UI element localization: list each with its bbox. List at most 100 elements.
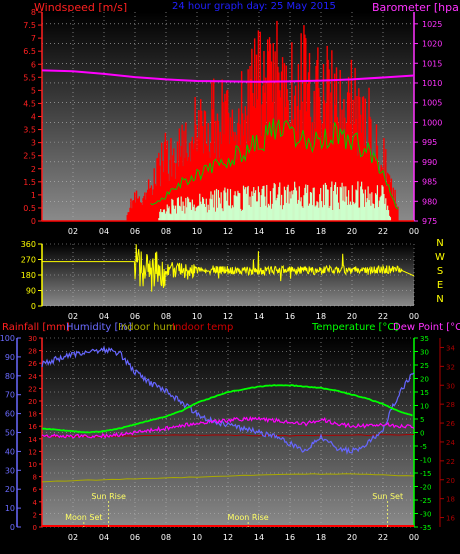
indoor-temp-tick-label: 20 <box>446 477 455 485</box>
temperature-axis-label: Temperature [°C] <box>311 322 398 333</box>
rainfall-tick-label: 10 <box>28 461 37 469</box>
winddir-x-tick-label: 14 <box>254 312 264 321</box>
windspeed-tick-label: 4 <box>31 113 36 122</box>
sun-rise-label: Sun Rise <box>91 492 126 501</box>
moon-rise-label: Moon Rise <box>228 513 269 522</box>
rainfall-tick-label: 8 <box>33 474 37 482</box>
wind-x-tick-label: 06 <box>130 227 140 236</box>
windspeed-tick-label: 4.5 <box>23 99 36 108</box>
humidity-tick-label: 90 <box>5 353 15 362</box>
indoor-temp-tick-label: 24 <box>446 439 455 447</box>
temperature-tick-label: 25 <box>420 362 429 370</box>
humidity-tick-label: 50 <box>5 429 15 438</box>
temp-x-tick-label: 10 <box>192 533 202 542</box>
winddir-tick-label: 360 <box>21 240 36 249</box>
wind-x-tick-label: 12 <box>223 227 233 236</box>
humidity-tick-label: 100 <box>0 334 15 343</box>
dew-point-axis-label: Dew Point [°C] <box>393 322 460 333</box>
windspeed-tick-label: 0.5 <box>23 204 36 213</box>
dew-point-line <box>41 415 415 439</box>
rainfall-tick-label: 14 <box>28 436 37 444</box>
compass-label-s: S <box>437 266 443 277</box>
temp-x-tick-label: 02 <box>68 533 78 542</box>
temp-x-tick-label: 08 <box>161 533 171 542</box>
winddir-x-tick-label: 10 <box>192 312 202 321</box>
windspeed-tick-label: 8 <box>31 8 36 17</box>
temperature-tick-label: -15 <box>420 470 431 478</box>
windspeed-tick-label: 1 <box>31 191 36 200</box>
humidity-tick-label: 70 <box>5 391 15 400</box>
rainfall-tick-label: 18 <box>28 411 37 419</box>
winddir-tick-label: 180 <box>21 271 36 280</box>
indoor-temp-tick-label: 22 <box>446 458 455 466</box>
temperature-tick-label: -5 <box>420 443 427 451</box>
winddir-x-tick-label: 04 <box>99 312 109 321</box>
rainfall-tick-label: 28 <box>28 348 37 356</box>
indoor-temp-tick-label: 26 <box>446 420 455 428</box>
barometer-tick-label: 1005 <box>422 99 442 108</box>
temp-x-tick-label: 16 <box>285 533 295 542</box>
temp-x-tick-label: 22 <box>378 533 388 542</box>
rainfall-tick-label: 6 <box>33 486 38 494</box>
winddir-x-tick-label: 20 <box>347 312 357 321</box>
humidity-line <box>41 345 415 456</box>
sun-set-label: Sun Set <box>372 492 403 501</box>
temperature-line <box>42 384 413 434</box>
temperature-tick-label: 0 <box>420 430 424 438</box>
wind-direction-line <box>42 244 415 292</box>
wind-x-tick-label: 22 <box>378 227 388 236</box>
barometer-tick-label: 1010 <box>422 79 442 88</box>
windspeed-tick-label: 2 <box>31 165 36 174</box>
indoor-temp-label: Indoor temp <box>172 322 233 333</box>
windspeed-tick-label: 3 <box>31 139 36 148</box>
wind-x-tick-label: 14 <box>254 227 264 236</box>
rainfall-tick-label: 22 <box>28 385 37 393</box>
winddir-x-tick-label: 00 <box>409 312 419 321</box>
temperature-tick-label: -30 <box>420 511 431 519</box>
barometer-tick-label: 1020 <box>422 40 442 49</box>
rainfall-tick-label: 24 <box>28 373 37 381</box>
wind-min-bars <box>158 181 392 221</box>
barometer-line <box>41 69 415 83</box>
indoor-temp-tick-label: 34 <box>446 344 455 352</box>
compass-label-w: W <box>435 252 445 263</box>
rainfall-axis-label: Rainfall [mm] <box>2 322 70 333</box>
windspeed-tick-label: 7.5 <box>23 21 36 30</box>
wind-x-tick-label: 02 <box>68 227 78 236</box>
compass-label-n: N <box>436 238 443 249</box>
wind-x-tick-label: 08 <box>161 227 171 236</box>
wind-x-tick-label: 00 <box>409 227 419 236</box>
indoor-temp-tick-label: 32 <box>446 363 455 371</box>
barometer-tick-label: 995 <box>422 138 437 147</box>
wind-gust-bars <box>126 20 399 221</box>
temp-x-tick-label: 04 <box>99 533 109 542</box>
moon-set-label: Moon Set <box>65 513 102 522</box>
windspeed-tick-label: 6.5 <box>23 47 36 56</box>
humidity-tick-label: 60 <box>5 410 15 419</box>
rainfall-tick-label: 30 <box>28 335 37 343</box>
windspeed-tick-label: 3.5 <box>23 126 36 135</box>
temp-x-tick-label: 18 <box>316 533 326 542</box>
humidity-tick-label: 10 <box>5 504 15 513</box>
temperature-tick-label: -35 <box>420 524 431 532</box>
windspeed-tick-label: 5.5 <box>23 73 36 82</box>
temperature-tick-label: 10 <box>420 403 429 411</box>
humidity-tick-label: 80 <box>5 372 15 381</box>
compass-label-e: E <box>437 280 443 291</box>
compass-label-n: N <box>436 294 443 305</box>
temp-x-tick-label: 12 <box>223 533 233 542</box>
temperature-tick-label: -20 <box>420 484 431 492</box>
wind-x-tick-label: 04 <box>99 227 109 236</box>
temp-x-tick-label: 14 <box>254 533 264 542</box>
temperature-tick-label: 20 <box>420 376 429 384</box>
barometer-axis-label: Barometer [hpa] <box>372 1 460 14</box>
humidity-axis-label: Humidity [%] <box>66 322 132 333</box>
winddir-x-tick-label: 02 <box>68 312 78 321</box>
wind-x-tick-label: 18 <box>316 227 326 236</box>
indoor-hum-label: Indoor hum <box>118 322 176 333</box>
rainfall-tick-label: 12 <box>28 448 37 456</box>
windspeed-tick-label: 5 <box>31 86 36 95</box>
winddir-tick-label: 90 <box>26 287 36 296</box>
barometer-tick-label: 985 <box>422 178 437 187</box>
rainfall-tick-label: 4 <box>33 499 38 507</box>
